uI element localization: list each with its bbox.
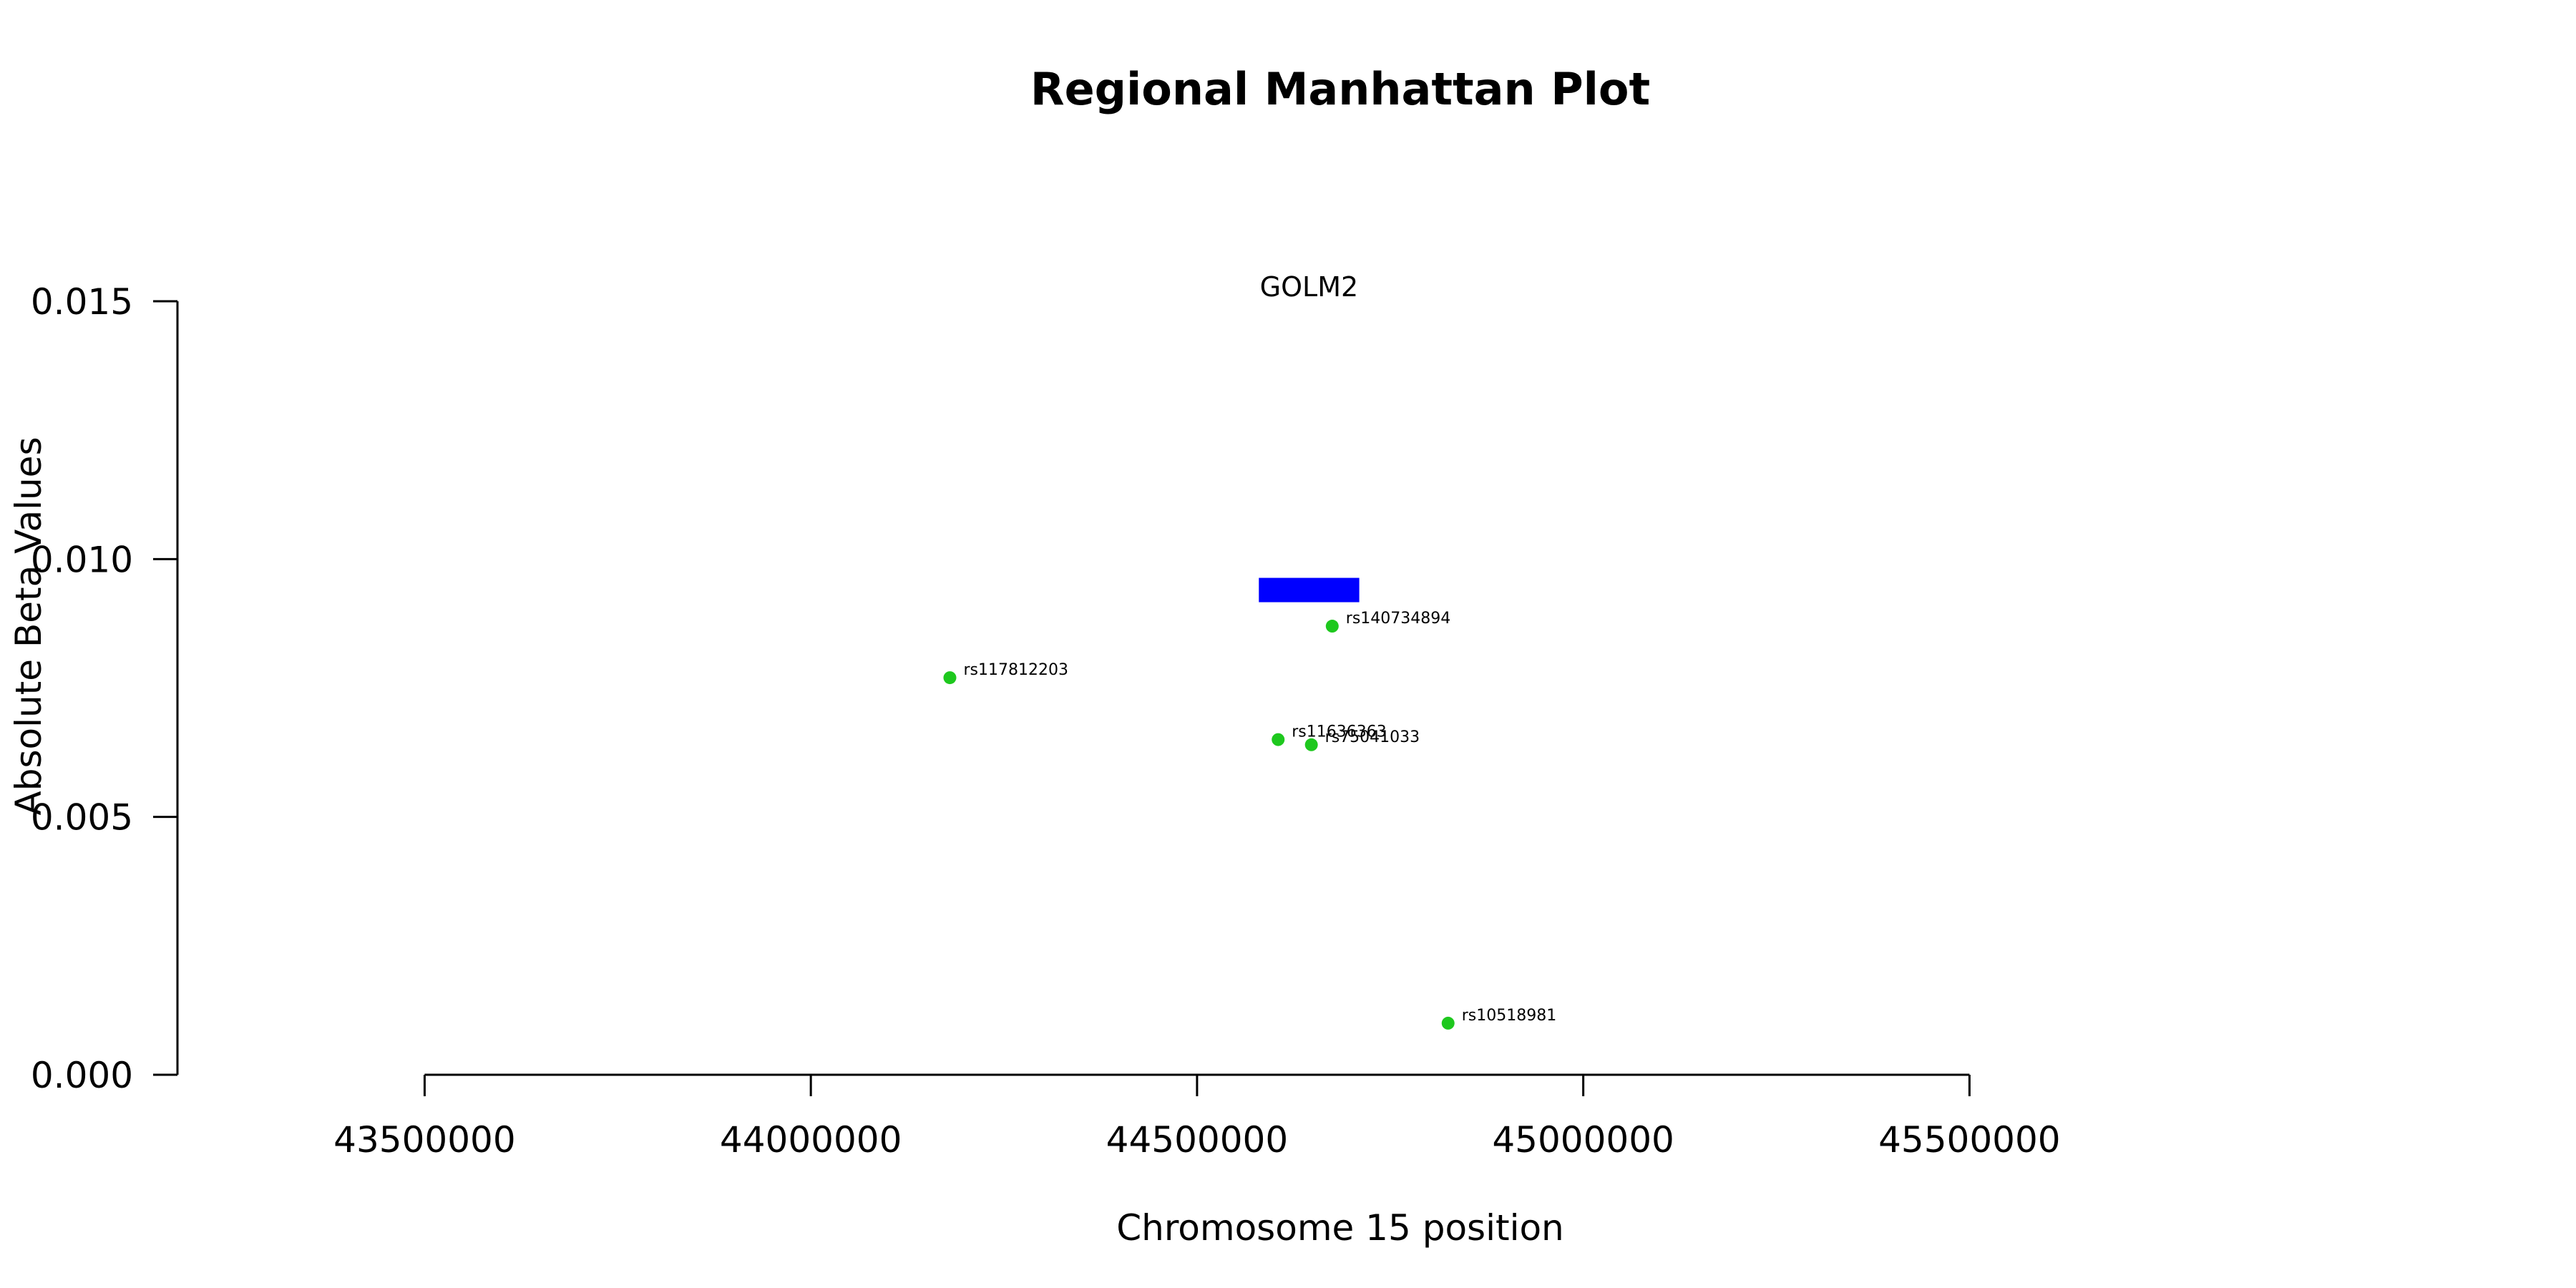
x-axis: 43500000 44000000 44500000 45000000 45500000 <box>333 1073 2061 1161</box>
x-tick-label: 45000000 <box>1492 1119 1674 1161</box>
snp-label: rs117812203 <box>963 661 1068 679</box>
x-tick-label: 44000000 <box>720 1119 902 1161</box>
y-ticks: 0.000 0.005 0.010 0.015 <box>31 281 177 1096</box>
snp-point <box>1441 1016 1455 1030</box>
gene-label: GOLM2 <box>1260 271 1359 303</box>
snp-point <box>1325 620 1339 633</box>
snp-label: rs75041033 <box>1325 728 1420 746</box>
snp-label: rs11636363 <box>1292 723 1386 741</box>
chart-title: Regional Manhattan Plot <box>1030 63 1650 115</box>
gene-bar <box>1259 577 1360 602</box>
snp-point <box>1304 738 1318 751</box>
y-axis: 0.000 0.005 0.010 0.015 <box>31 281 179 1096</box>
snp-points: rs117812203 rs140734894 rs11636363rs750410… <box>943 610 1556 1030</box>
y-tick-label: 0.015 <box>31 281 133 323</box>
x-tick-label: 43500000 <box>333 1119 516 1161</box>
snp-label: rs140734894 <box>1346 610 1450 628</box>
gene-track: GOLM2 <box>1259 271 1360 602</box>
x-ticks: 43500000 44000000 44500000 45000000 45500000 <box>333 1075 2061 1161</box>
snp-label: rs10518981 <box>1462 1007 1556 1025</box>
snp-point <box>1272 733 1285 746</box>
x-tick-label: 45500000 <box>1878 1119 2061 1161</box>
y-tick-label: 0.005 <box>31 797 133 839</box>
snp-point <box>943 671 957 685</box>
y-tick-label: 0.010 <box>31 539 133 580</box>
x-axis-label: Chromosome 15 position <box>1116 1207 1564 1249</box>
x-tick-label: 44500000 <box>1106 1119 1289 1161</box>
y-axis-label: Absolute Beta Values <box>8 437 49 816</box>
y-tick-label: 0.000 <box>31 1055 133 1096</box>
